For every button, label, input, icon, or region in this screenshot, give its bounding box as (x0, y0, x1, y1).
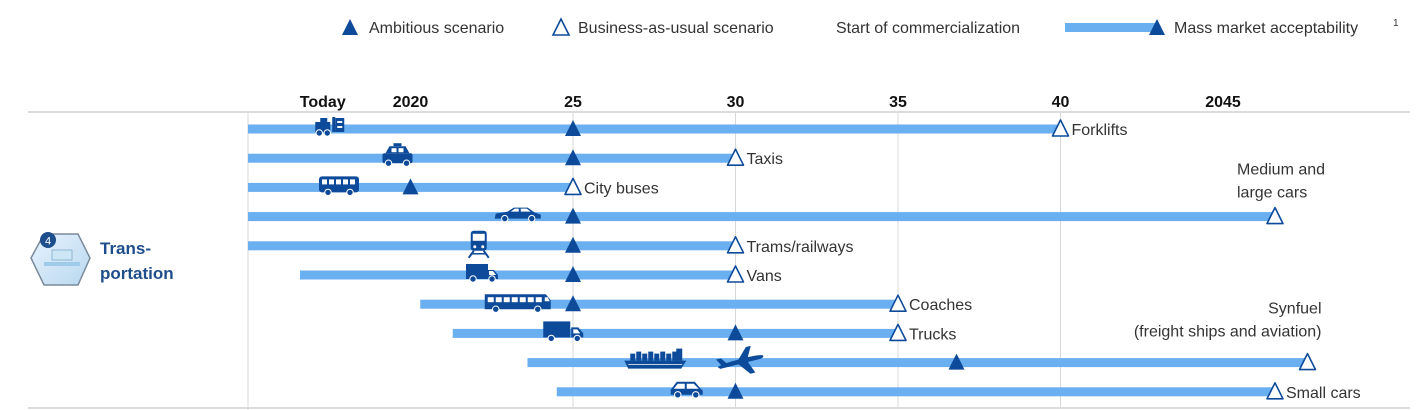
sector-badge: 4 Trans- portation (30, 232, 174, 286)
sector-label-line1: Trans- (100, 239, 151, 258)
row-label-synfuel: Synfuel (1268, 301, 1321, 318)
tick-label-25: 25 (564, 94, 582, 111)
van-icon (466, 264, 498, 283)
sector-label-line2: portation (100, 264, 174, 283)
tick-label-40: 40 (1052, 94, 1070, 111)
row-label-trams-railways: Trams/railways (747, 239, 854, 256)
forklift-icon (315, 117, 345, 137)
tram-icon (467, 230, 490, 259)
legend-bar-swatch (1065, 23, 1157, 32)
legend-ambitious-marker (342, 19, 358, 35)
taxi-icon (382, 143, 413, 167)
tick-label-Today: Today (300, 94, 346, 111)
legend-bau-marker (551, 17, 571, 36)
legend-ambitious-label: Ambitious scenario (369, 20, 504, 37)
ambitious-marker-taxis (565, 149, 581, 166)
row-label-taxis: Taxis (747, 151, 783, 168)
tick-labels: Today 2020 25 30 35 40 2045 (300, 94, 1241, 111)
row-label-forklifts: Forklifts (1072, 122, 1128, 139)
coach-icon (484, 294, 551, 313)
row-medium-large-cars: Medium and large cars (248, 162, 1325, 225)
bar-coaches (420, 299, 898, 309)
row-trams-railways: Trams/railways (248, 230, 854, 259)
bar-forklifts (248, 124, 1061, 134)
car-icon (494, 207, 541, 223)
tick-label-2020: 2020 (393, 94, 429, 111)
row-vans: Vans (300, 264, 782, 285)
bar-trams-railways (248, 241, 736, 251)
legend-mass-market-label: Mass market acceptability (1174, 20, 1358, 37)
bau-marker-trams-railways (726, 236, 745, 254)
badge-number-circle (40, 232, 56, 248)
legend-mass-market-superscript: 1 (1393, 18, 1399, 29)
row-label-coaches: Coaches (909, 297, 972, 314)
bau-marker-city-buses (564, 177, 582, 196)
timeline-rows: Forklifts Taxis City buses Medium and large … (248, 117, 1361, 402)
bar-synfuel (527, 358, 1308, 368)
ambitious-marker-city-buses (402, 178, 419, 195)
ambitious-marker-forklifts (565, 120, 581, 136)
row-label-medium-large-cars: large cars (1237, 185, 1307, 202)
bau-marker-coaches (889, 294, 907, 313)
bau-marker-taxis (726, 148, 745, 166)
bar-taxis (248, 153, 736, 163)
ambitious-marker-trams-railways (565, 236, 581, 253)
bau-marker-forklifts (1051, 119, 1070, 137)
ambitious-marker-small-cars (727, 382, 744, 399)
ambitious-marker-medium-large-cars (565, 207, 581, 224)
bar-small-cars (556, 387, 1275, 397)
bau-marker-vans (726, 265, 745, 283)
ship-and-plane-icon (624, 345, 764, 374)
legend: Ambitious scenario Business-as-usual sce… (342, 17, 1399, 37)
small-car-icon (670, 381, 703, 399)
row-label-vans: Vans (747, 268, 782, 285)
row-label-synfuel: (freight ships and aviation) (1134, 324, 1322, 341)
row-city-buses: City buses (248, 176, 659, 197)
tick-label-35: 35 (889, 94, 907, 111)
row-taxis: Taxis (248, 143, 783, 168)
row-label-trucks: Trucks (909, 326, 956, 343)
ambitious-marker-trucks (727, 324, 744, 341)
bar-vans (300, 270, 736, 280)
bau-marker-synfuel (1298, 352, 1317, 371)
legend-mass-market-marker (1149, 19, 1165, 35)
row-small-cars: Small cars (556, 381, 1361, 402)
bau-marker-small-cars (1266, 381, 1284, 400)
bau-marker-medium-large-cars (1266, 206, 1284, 225)
bau-marker-trucks (889, 323, 907, 342)
row-trucks: Trucks (452, 321, 956, 343)
row-label-small-cars: Small cars (1286, 385, 1361, 402)
truck-icon (543, 321, 584, 343)
ambitious-marker-vans (565, 266, 581, 282)
tick-label-30: 30 (727, 94, 745, 111)
bar-medium-large-cars (248, 212, 1275, 222)
row-label-city-buses: City buses (584, 180, 659, 197)
city-bus-icon (319, 176, 359, 197)
legend-bau-label: Business-as-usual scenario (578, 20, 774, 37)
row-coaches: Coaches (420, 294, 972, 314)
ambitious-marker-coaches (565, 295, 581, 312)
bar-trucks (452, 328, 898, 338)
row-synfuel: Synfuel (freight ships and aviation) (527, 301, 1322, 374)
row-forklifts: Forklifts (248, 117, 1128, 139)
tick-label-2045: 2045 (1205, 94, 1241, 111)
row-label-medium-large-cars: Medium and (1237, 162, 1325, 179)
ambitious-marker-synfuel (948, 353, 965, 370)
badge-number: 4 (45, 236, 51, 248)
legend-start-label: Start of commercialization (836, 20, 1020, 37)
